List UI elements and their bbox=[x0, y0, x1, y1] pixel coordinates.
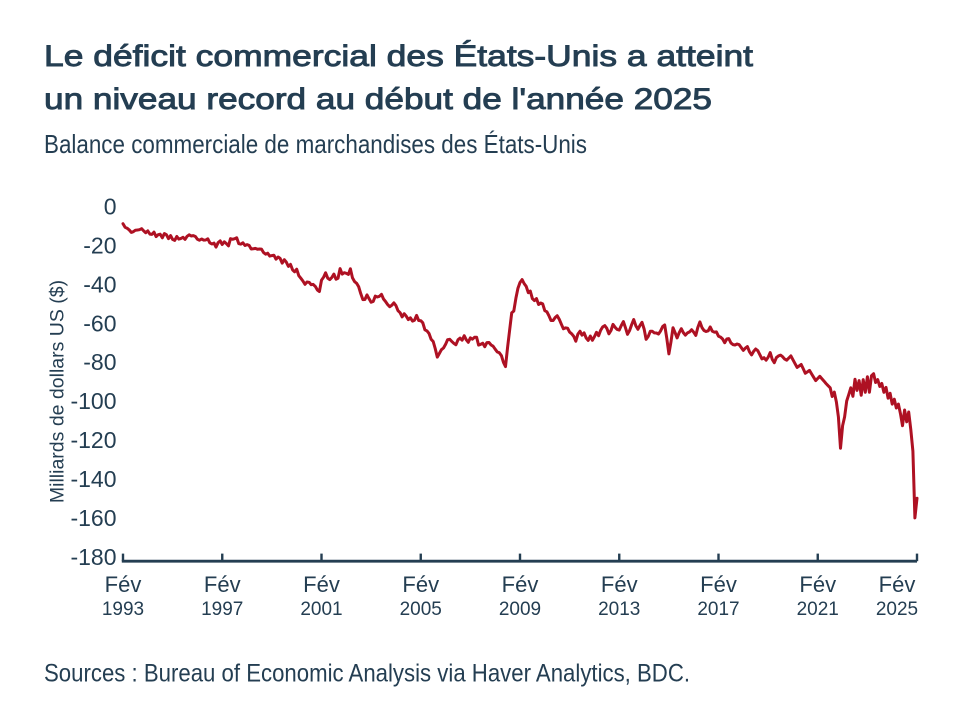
svg-text:Fév: Fév bbox=[204, 572, 241, 597]
svg-text:-20: -20 bbox=[83, 232, 116, 258]
svg-text:-100: -100 bbox=[70, 388, 116, 414]
svg-text:0: 0 bbox=[104, 194, 117, 220]
svg-text:Fév: Fév bbox=[303, 572, 340, 597]
svg-text:Sources : Bureau of Economic A: Sources : Bureau of Economic Analysis vi… bbox=[44, 660, 690, 688]
svg-text:-120: -120 bbox=[70, 427, 116, 453]
svg-text:Fév: Fév bbox=[879, 572, 916, 597]
svg-text:-80: -80 bbox=[83, 349, 116, 375]
svg-text:-140: -140 bbox=[70, 466, 116, 492]
svg-text:2021: 2021 bbox=[797, 599, 839, 620]
svg-text:1993: 1993 bbox=[102, 599, 144, 620]
svg-text:-40: -40 bbox=[83, 271, 116, 297]
svg-text:Fév: Fév bbox=[799, 572, 836, 597]
svg-text:Fév: Fév bbox=[700, 572, 737, 597]
svg-text:Fév: Fév bbox=[601, 572, 638, 597]
svg-text:2005: 2005 bbox=[400, 599, 442, 620]
svg-text:2017: 2017 bbox=[697, 599, 739, 620]
svg-text:2001: 2001 bbox=[300, 599, 342, 620]
svg-text:-60: -60 bbox=[83, 310, 116, 336]
svg-text:Le déficit commercial des État: Le déficit commercial des États-Unis a a… bbox=[44, 40, 754, 73]
svg-text:Fév: Fév bbox=[502, 572, 539, 597]
svg-text:-160: -160 bbox=[70, 505, 116, 531]
svg-text:-180: -180 bbox=[70, 544, 116, 570]
svg-text:Fév: Fév bbox=[105, 572, 142, 597]
svg-text:1997: 1997 bbox=[201, 599, 243, 620]
svg-text:un niveau record au début de l: un niveau record au début de l'année 202… bbox=[44, 83, 712, 116]
svg-text:2009: 2009 bbox=[499, 599, 541, 620]
svg-text:Milliards de dollars US ($): Milliards de dollars US ($) bbox=[47, 280, 69, 503]
svg-text:Fév: Fév bbox=[402, 572, 439, 597]
svg-text:Balance commerciale de marchan: Balance commerciale de marchandises des … bbox=[44, 129, 587, 159]
svg-text:2025: 2025 bbox=[876, 599, 918, 620]
svg-text:2013: 2013 bbox=[598, 599, 640, 620]
